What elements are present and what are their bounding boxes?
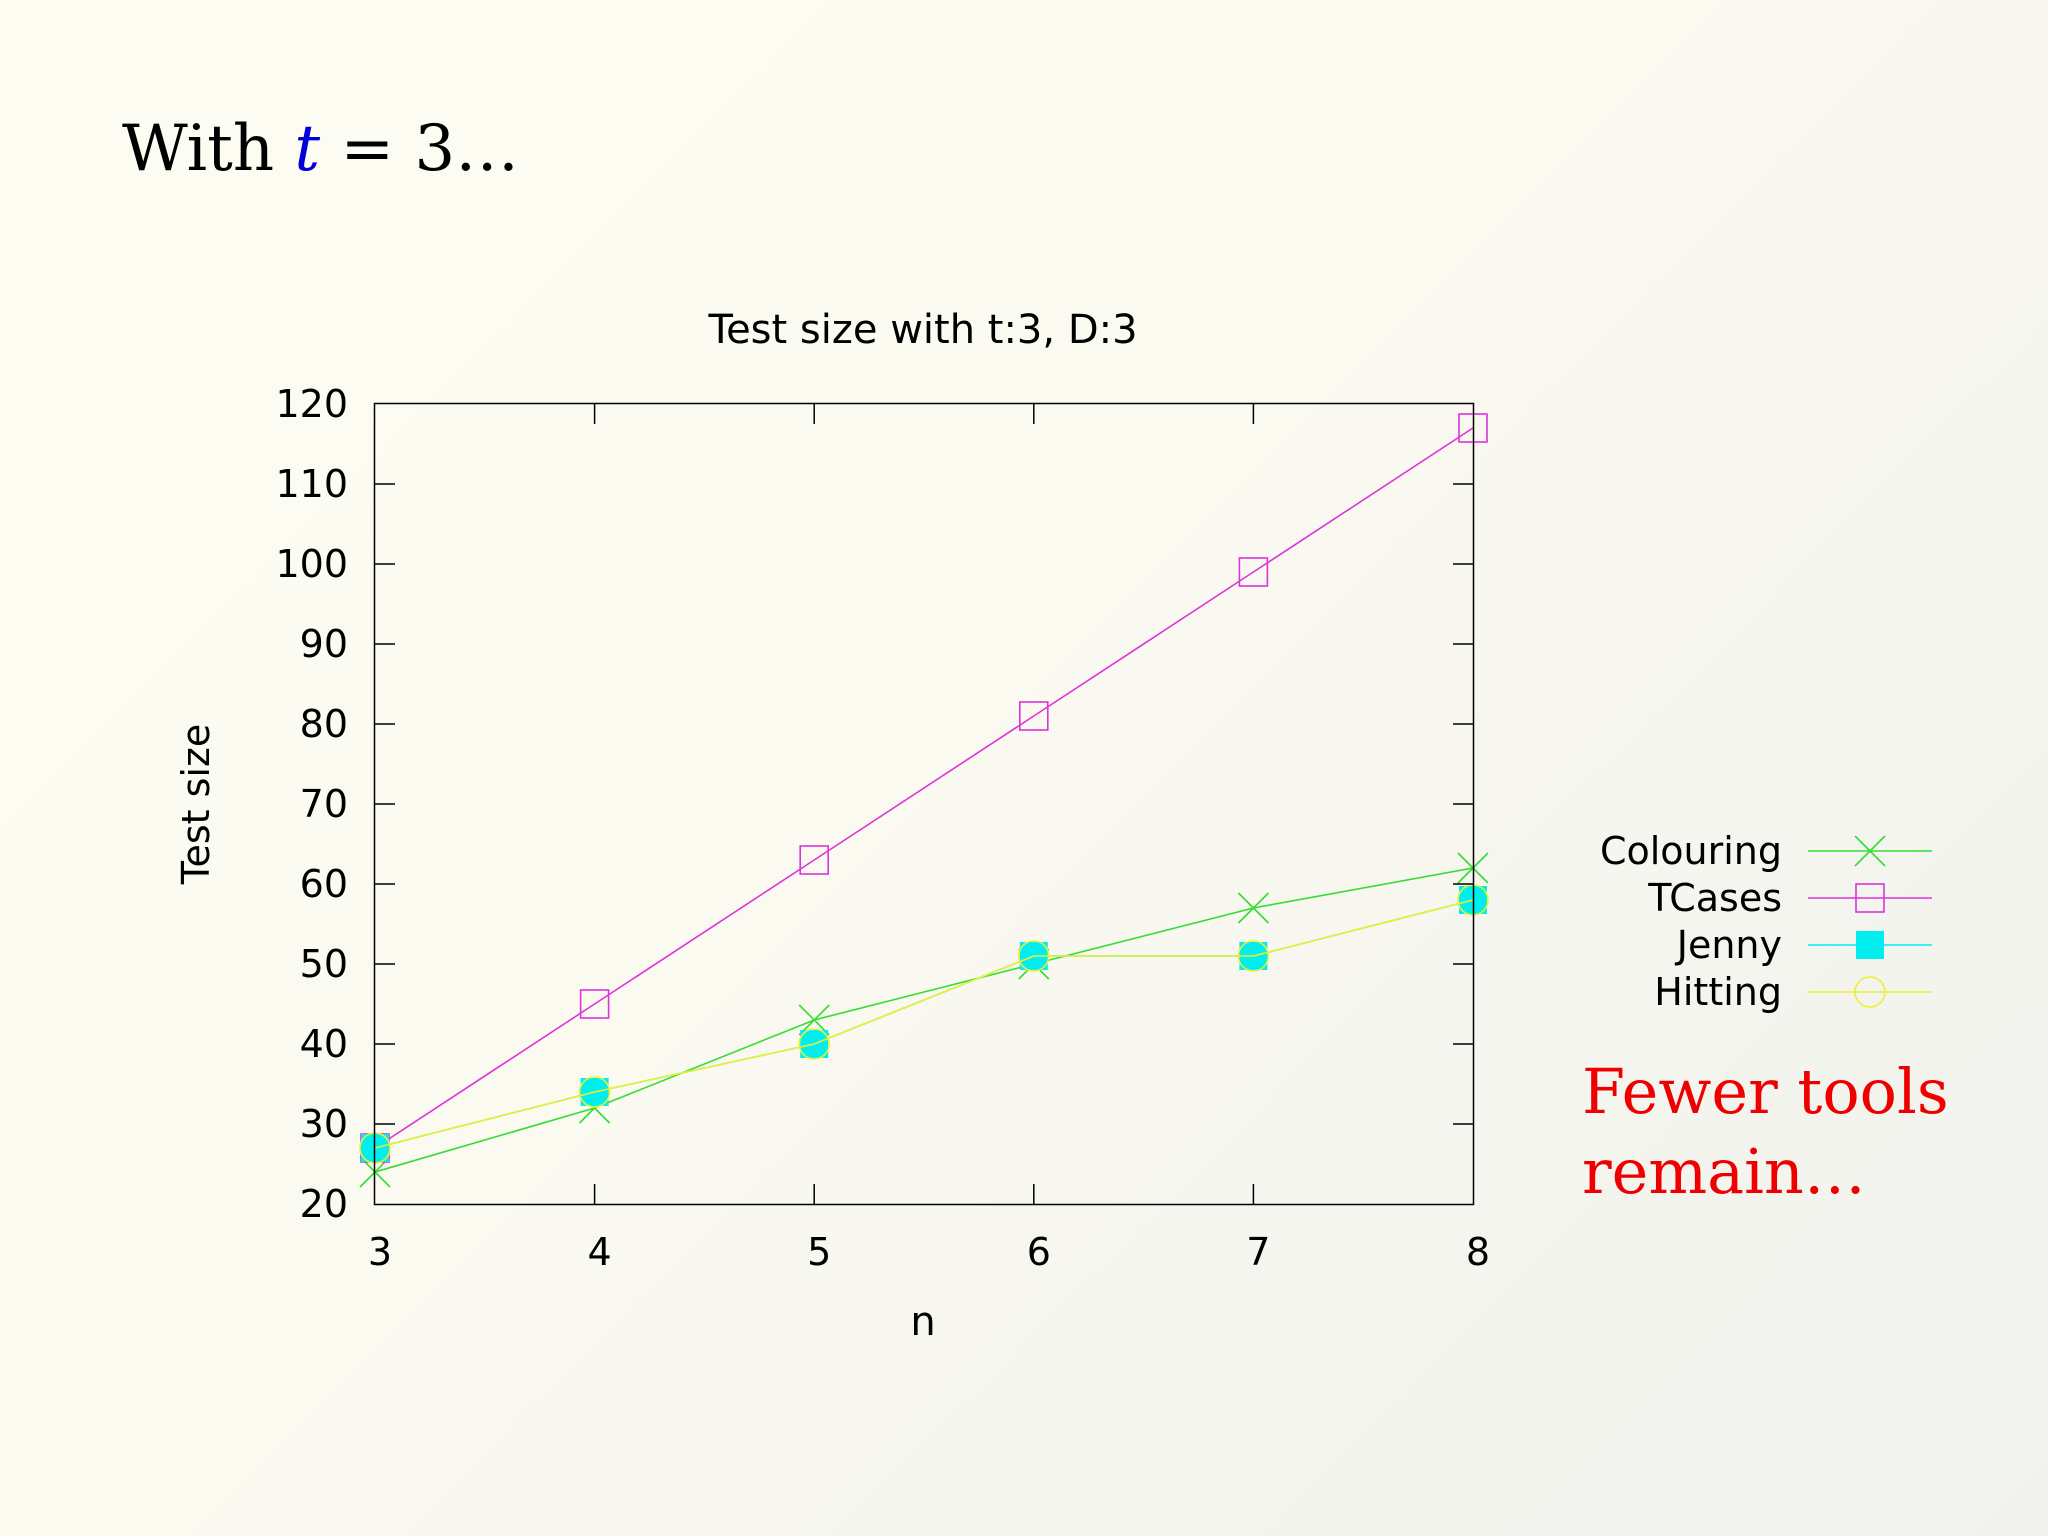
plot-frame bbox=[373, 402, 1475, 1206]
legend-marker-hitting-shape bbox=[1854, 976, 1886, 1008]
title-prefix: With bbox=[122, 112, 295, 186]
data-point-colouring-7-shape bbox=[1237, 892, 1269, 924]
series-jenny bbox=[361, 886, 1487, 1162]
data-point-tcases-4 bbox=[579, 989, 610, 1019]
y-tick-label-80: 80 bbox=[300, 702, 348, 746]
y-tick-label-20: 20 bbox=[300, 1182, 348, 1226]
y-tick-label-90: 90 bbox=[300, 622, 348, 666]
legend-marker-tcases-shape bbox=[1855, 883, 1885, 913]
note-text: Fewer tools remain… bbox=[1582, 1052, 1949, 1212]
legend-item-jenny: Jenny bbox=[1675, 923, 1932, 967]
series-line-jenny bbox=[374, 899, 1474, 1149]
slide-title: With t = 3… bbox=[122, 112, 519, 186]
x-tick-label-6: 6 bbox=[1027, 1230, 1051, 1274]
x-tick-label-8: 8 bbox=[1466, 1230, 1490, 1274]
legend-marker-hitting bbox=[1854, 976, 1886, 1008]
y-tick-label-100: 100 bbox=[275, 542, 348, 586]
data-point-hitting-4-shape bbox=[578, 1076, 611, 1108]
y-tick-label-110: 110 bbox=[275, 462, 348, 506]
series-line-hitting bbox=[374, 899, 1474, 1149]
x-tick-label-4: 4 bbox=[588, 1230, 612, 1274]
legend-marker-colouring bbox=[1854, 835, 1886, 867]
data-point-tcases-5 bbox=[799, 845, 830, 875]
legend-item-hitting: Hitting bbox=[1654, 970, 1932, 1014]
series-colouring bbox=[359, 852, 1489, 1188]
x-tick-label-7: 7 bbox=[1246, 1230, 1270, 1274]
legend-marker-jenny bbox=[1856, 931, 1884, 959]
legend-label-colouring: Colouring bbox=[1600, 829, 1782, 873]
chart-title: Test size with t:3, D:3 bbox=[707, 307, 1137, 353]
series-tcases bbox=[360, 413, 1488, 1163]
legend-item-tcases: TCases bbox=[1647, 876, 1932, 920]
x-tick-label-3: 3 bbox=[368, 1230, 392, 1274]
note-line-2: remain… bbox=[1582, 1135, 1866, 1208]
series-layer bbox=[359, 413, 1489, 1188]
legend-label-tcases: TCases bbox=[1647, 876, 1782, 920]
data-point-hitting-5 bbox=[798, 1028, 831, 1060]
y-tick-label-40: 40 bbox=[300, 1022, 348, 1066]
series-line-colouring bbox=[374, 867, 1474, 1173]
legend-marker-tcases bbox=[1855, 883, 1885, 913]
data-point-tcases-7-shape bbox=[1238, 557, 1269, 587]
y-tick-label-50: 50 bbox=[300, 942, 348, 986]
series-line-tcases bbox=[374, 427, 1474, 1149]
data-point-hitting-4 bbox=[578, 1076, 611, 1108]
y-tick-label-120: 120 bbox=[275, 382, 348, 426]
legend-marker-jenny-shape bbox=[1856, 931, 1884, 959]
legend-label-jenny: Jenny bbox=[1675, 923, 1782, 967]
data-point-tcases-6-shape bbox=[1018, 701, 1049, 731]
legend-item-colouring: Colouring bbox=[1600, 829, 1932, 873]
series-hitting bbox=[359, 884, 1489, 1164]
x-axis-label: n bbox=[910, 1299, 935, 1345]
note-line-1: Fewer tools bbox=[1582, 1055, 1949, 1128]
legend-label-hitting: Hitting bbox=[1654, 970, 1782, 1014]
data-point-tcases-7 bbox=[1238, 557, 1269, 587]
data-point-colouring-7 bbox=[1237, 892, 1269, 924]
data-point-hitting-7-shape bbox=[1237, 940, 1270, 972]
y-axis-label: Test size bbox=[174, 724, 218, 886]
title-suffix: = 3… bbox=[320, 112, 520, 186]
data-point-hitting-7 bbox=[1237, 940, 1270, 972]
y-tick-label-70: 70 bbox=[300, 782, 348, 826]
data-point-tcases-5-shape bbox=[799, 845, 830, 875]
legend-marker-colouring-shape bbox=[1854, 835, 1886, 867]
x-tick-label-5: 5 bbox=[807, 1230, 831, 1274]
data-point-tcases-6 bbox=[1018, 701, 1049, 731]
y-tick-label-60: 60 bbox=[300, 862, 348, 906]
data-point-tcases-4-shape bbox=[579, 989, 610, 1019]
y-tick-label-30: 30 bbox=[300, 1102, 348, 1146]
title-variable: t bbox=[294, 112, 321, 186]
data-point-hitting-5-shape bbox=[798, 1028, 831, 1060]
tick-layer: 20 30 40 50 60 70 80 90 100 110 120 3 4 5 6 7 8 bbox=[275, 382, 1490, 1274]
data-point-hitting-6-shape bbox=[1018, 940, 1050, 972]
data-point-hitting-6 bbox=[1018, 940, 1050, 972]
